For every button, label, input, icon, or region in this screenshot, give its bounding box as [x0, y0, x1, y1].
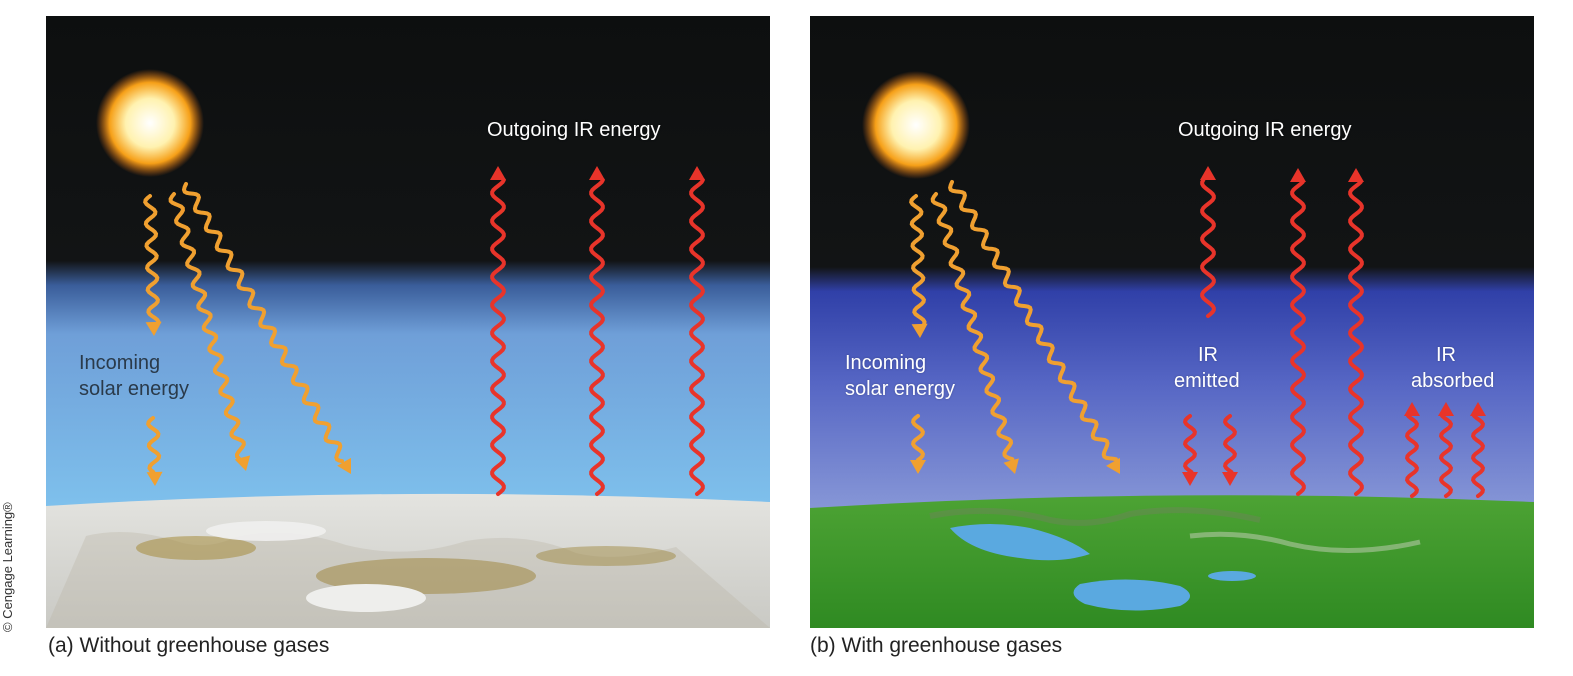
outgoing-ir-waves	[490, 166, 705, 496]
ir-out-wave-3	[1348, 180, 1364, 496]
caption-panel-b: (b) With greenhouse gases	[810, 634, 1063, 657]
sun-icon	[862, 71, 970, 179]
incoming-solar-waves	[143, 182, 351, 486]
incoming-solar-waves	[909, 180, 1120, 474]
ir-out-wave-2	[1290, 180, 1306, 496]
solar-wave-1b-head	[146, 471, 163, 486]
ir-emitted-wave-2-head	[1222, 472, 1238, 486]
solar-wave-2	[930, 192, 1015, 462]
ir-wave-1	[490, 178, 506, 496]
solar-wave-3-head	[337, 457, 351, 474]
ir-absorbed-label-line1: IR	[1436, 344, 1456, 366]
copyright-credit: © Cengage Learning®	[0, 502, 15, 632]
solar-wave-1b-head	[910, 460, 926, 474]
sun-icon	[96, 69, 204, 177]
solar-wave-3	[948, 180, 1118, 462]
solar-wave-3	[181, 182, 344, 464]
solar-wave-2-head	[1003, 458, 1019, 474]
ir-absorbed-wave-3	[1470, 414, 1486, 498]
ir-out-wave-3-head	[1348, 168, 1364, 182]
solar-wave-1b	[910, 414, 926, 462]
ir-emitted-label-line1: IR	[1198, 344, 1218, 366]
solar-wave-1-head	[145, 321, 162, 336]
ir-wave-2-head	[589, 166, 605, 180]
panel-a-illustration	[46, 16, 770, 628]
ir-out-wave-1	[1200, 178, 1216, 318]
caption-panel-a: (a) Without greenhouse gases	[48, 634, 330, 657]
ir-wave-2	[589, 178, 605, 496]
ir-out-wave-1-head	[1200, 166, 1216, 180]
ir-absorbed-wave-2	[1438, 414, 1454, 498]
solar-wave-1	[909, 194, 927, 326]
ir-wave-3	[689, 178, 705, 496]
incoming-solar-label-line1: Incoming	[845, 352, 927, 374]
ir-emitted-wave-2	[1222, 414, 1238, 474]
solar-wave-1	[143, 194, 161, 324]
ir-absorbed-wave-1-head	[1404, 402, 1420, 416]
lake-2	[1073, 579, 1190, 611]
ir-wave-3-head	[689, 166, 705, 180]
ir-emitted-label-line2: emitted	[1174, 370, 1240, 392]
outgoing-ir-label: Outgoing IR energy	[1178, 119, 1352, 141]
lake-1	[950, 524, 1090, 561]
outgoing-ir-label: Outgoing IR energy	[487, 119, 661, 141]
ir-absorbed-wave-3-head	[1470, 402, 1486, 416]
solar-wave-1b	[146, 416, 162, 474]
solar-wave-2-head	[234, 455, 251, 471]
panel-without-greenhouse-gases: Outgoing IR energy Incoming solar energy	[46, 16, 770, 628]
ir-absorbed-wave-1	[1404, 414, 1420, 498]
ir-absorbed-wave-2-head	[1438, 402, 1454, 416]
panel-with-greenhouse-gases: Outgoing IR energy Incoming solar energy…	[810, 16, 1534, 628]
solar-wave-2	[168, 192, 246, 461]
ir-wave-1-head	[490, 166, 506, 180]
panel-b-illustration	[810, 16, 1534, 628]
lake-3	[1208, 571, 1256, 581]
ir-waves	[1182, 166, 1486, 498]
solar-wave-1-head	[911, 323, 928, 338]
green-ground	[810, 495, 1534, 628]
incoming-solar-label-line1: Incoming	[79, 352, 161, 374]
incoming-solar-label-line2: solar energy	[845, 378, 956, 400]
ir-out-wave-2-head	[1290, 168, 1306, 182]
ir-emitted-wave-1-head	[1182, 472, 1198, 486]
ir-absorbed-label-line2: absorbed	[1411, 370, 1495, 392]
ir-emitted-wave-1	[1182, 414, 1198, 474]
incoming-solar-label-line2: solar energy	[79, 378, 190, 400]
solar-wave-3-head	[1106, 457, 1120, 474]
